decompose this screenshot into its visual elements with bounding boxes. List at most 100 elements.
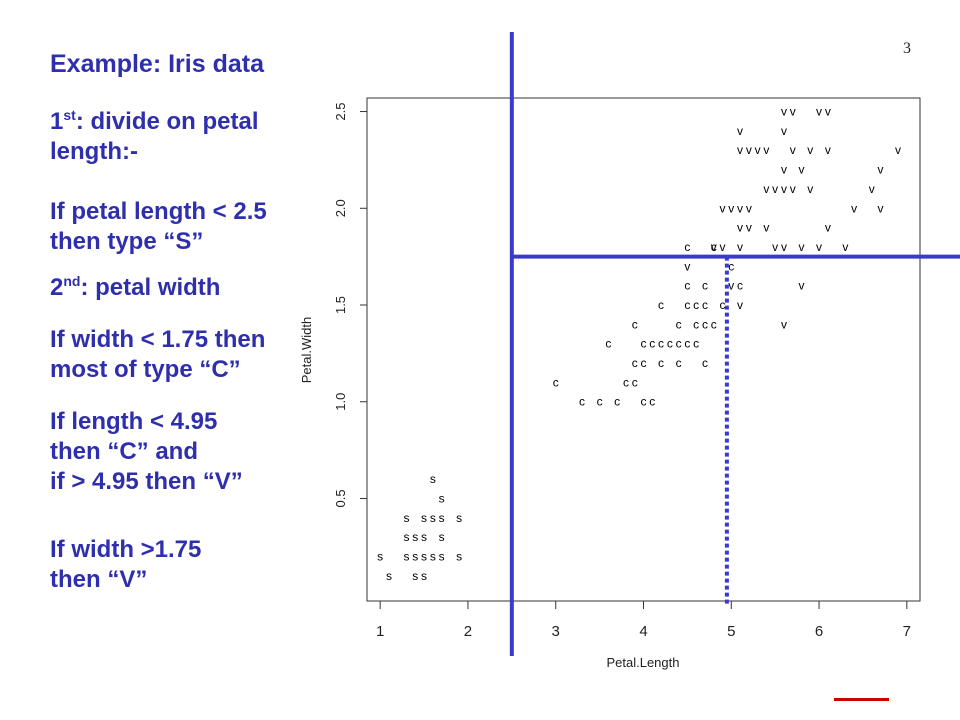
data-point-v: v: [790, 143, 796, 157]
data-point-c: c: [632, 356, 638, 370]
ordinal-number: 2: [50, 274, 64, 301]
data-point-v: v: [781, 163, 787, 177]
data-point-c: c: [702, 279, 708, 293]
data-point-s: s: [412, 569, 418, 583]
data-point-v: v: [728, 279, 734, 293]
bullet-first-split: 1st: divide on petal length:-: [50, 107, 259, 167]
data-point-c: c: [702, 298, 708, 312]
data-point-v: v: [825, 221, 831, 235]
data-point-c: c: [553, 375, 559, 389]
x-tick-label: 3: [552, 623, 560, 640]
x-tick-label: 7: [903, 623, 911, 640]
data-point-v: v: [799, 163, 805, 177]
data-point-c: c: [605, 337, 611, 351]
data-point-c: c: [658, 337, 664, 351]
data-point-v: v: [895, 143, 901, 157]
bullet-second-split-text: : petal width: [80, 274, 221, 301]
data-point-v: v: [772, 182, 778, 196]
data-point-v: v: [737, 124, 743, 138]
data-point-v: v: [842, 240, 848, 254]
data-point-v: v: [728, 201, 734, 215]
y-axis: 0.5 1.0 1.5 2.0 2.5: [333, 103, 367, 508]
x-tick-label: 1: [376, 623, 384, 640]
page-number: 3: [903, 40, 911, 57]
bullet-wide-rule: If width >1.75 then “V”: [50, 535, 201, 595]
data-point-c: c: [614, 395, 620, 409]
data-point-v: v: [799, 279, 805, 293]
data-point-c: c: [684, 279, 690, 293]
data-point-c: c: [693, 337, 699, 351]
data-point-c: c: [658, 356, 664, 370]
data-point-v: v: [737, 201, 743, 215]
data-point-v: v: [763, 221, 769, 235]
data-point-v: v: [851, 201, 857, 215]
data-point-c: c: [649, 395, 655, 409]
data-point-c: c: [737, 279, 743, 293]
data-point-v: v: [772, 240, 778, 254]
ordinal-suffix: st: [63, 107, 76, 123]
data-point-v: v: [799, 240, 805, 254]
data-point-s: s: [421, 569, 427, 583]
data-point-v: v: [807, 182, 813, 196]
data-point-v: v: [763, 182, 769, 196]
bullet-first-split-line1: 1st: divide on petal: [50, 107, 259, 137]
data-point-s: s: [430, 472, 436, 486]
split-lines: [509, 32, 960, 656]
data-point-v: v: [755, 143, 761, 157]
data-point-s: s: [430, 511, 436, 525]
data-point-s: s: [421, 530, 427, 544]
data-point-c: c: [684, 240, 690, 254]
data-point-v: v: [737, 298, 743, 312]
data-point-v: v: [746, 221, 752, 235]
data-point-v: v: [737, 143, 743, 157]
data-point-c: c: [667, 337, 673, 351]
bullet-width-rule-line1: If width < 1.75 then: [50, 326, 266, 353]
data-point-v: v: [781, 105, 787, 119]
bullet-wide-rule-line2: then “V”: [50, 566, 148, 593]
data-point-v: v: [720, 201, 726, 215]
data-point-c: c: [728, 259, 734, 273]
data-point-v: v: [790, 105, 796, 119]
data-point-c: c: [702, 317, 708, 331]
data-point-s: s: [421, 511, 427, 525]
x-tick-label: 2: [464, 623, 472, 640]
data-point-s: s: [456, 511, 462, 525]
data-point-c: c: [720, 298, 726, 312]
data-point-s: s: [439, 511, 445, 525]
y-tick-label: 1.5: [333, 296, 348, 314]
data-point-c: c: [676, 356, 682, 370]
data-point-v: v: [781, 182, 787, 196]
bullet-length-rule-line1: If petal length < 2.5: [50, 198, 267, 225]
data-point-s: s: [421, 550, 427, 564]
data-points: sss s s s ss s s ss s s s s s ss s sc ccc c cc c c c cc c c c cc c c…: [377, 105, 901, 583]
logo-mark: [834, 690, 889, 701]
data-point-v: v: [684, 259, 690, 273]
data-point-s: s: [439, 550, 445, 564]
data-point-v: v: [790, 182, 796, 196]
y-tick-label: 1.0: [333, 393, 348, 411]
data-point-c: c: [711, 317, 717, 331]
data-point-c: c: [676, 337, 682, 351]
data-point-s: s: [430, 550, 436, 564]
data-point-s: s: [412, 550, 418, 564]
data-point-v: v: [878, 201, 884, 215]
data-point-v: v: [737, 240, 743, 254]
data-point-s: s: [404, 511, 410, 525]
x-tick-label: 5: [727, 623, 735, 640]
data-point-c: c: [579, 395, 585, 409]
data-point-c: c: [641, 356, 647, 370]
data-point-c: c: [597, 395, 603, 409]
data-point-c: c: [623, 375, 629, 389]
y-tick-label: 2.5: [333, 103, 348, 121]
data-point-c: c: [711, 240, 717, 254]
bullet-length-split-line1: If length < 4.95: [50, 408, 218, 435]
data-point-c: c: [641, 395, 647, 409]
data-point-c: c: [632, 317, 638, 331]
data-point-v: v: [807, 143, 813, 157]
bullet-width-rule-line2: most of type “C”: [50, 356, 241, 383]
data-point-v: v: [720, 240, 726, 254]
data-point-v: v: [816, 240, 822, 254]
bullet-second-split: 2nd: petal width: [50, 273, 220, 303]
x-tick-label: 6: [815, 623, 823, 640]
bullet-wide-rule-line1: If width >1.75: [50, 536, 202, 563]
